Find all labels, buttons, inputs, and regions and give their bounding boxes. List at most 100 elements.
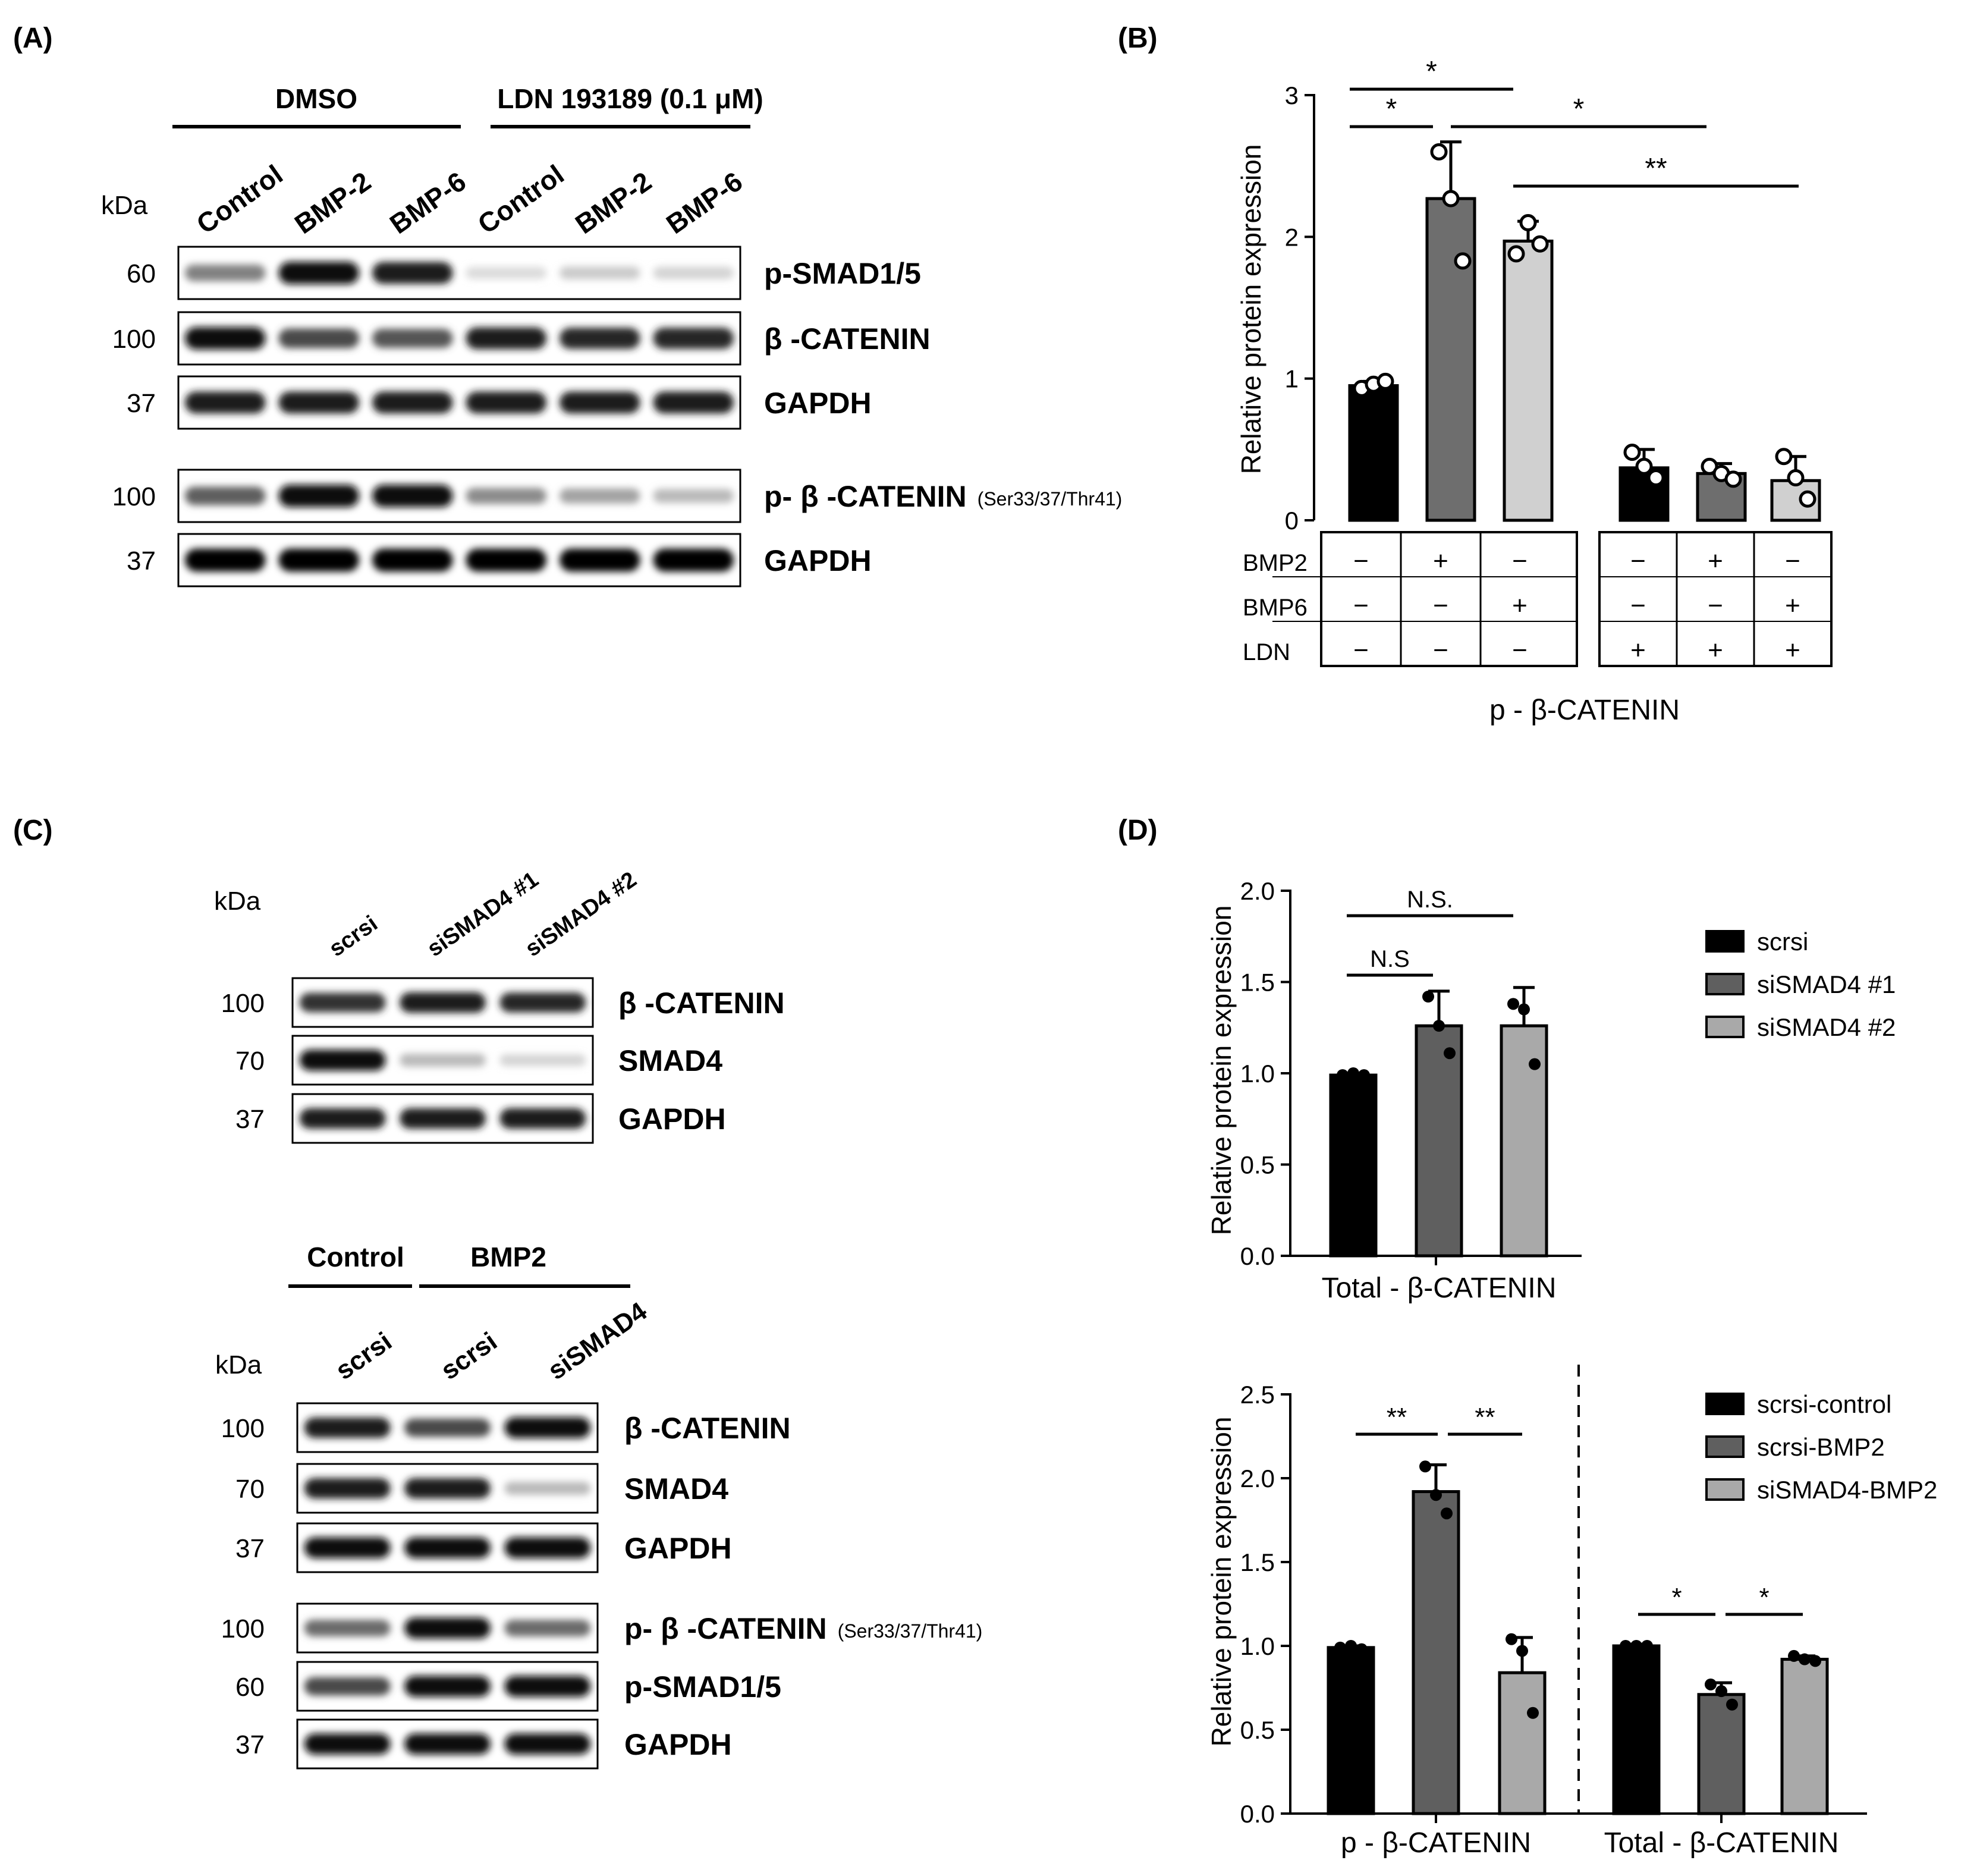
band-gapdh-lane-5 bbox=[560, 391, 640, 414]
group-label-control: Control bbox=[307, 1242, 404, 1272]
band-gapdh-lane-3 bbox=[499, 1108, 586, 1129]
band-p-catenin-lane-4 bbox=[466, 488, 546, 504]
blot-label-catenin: β -CATENIN bbox=[618, 986, 785, 1020]
band-smad4-lane-3 bbox=[499, 1054, 586, 1066]
blot-label-smad4: SMAD4 bbox=[618, 1044, 722, 1077]
legend-swatch-sismad4-1 bbox=[1705, 973, 1745, 995]
y-tick-label: 3 bbox=[1285, 81, 1299, 109]
y-tick-label: 0 bbox=[1285, 507, 1299, 535]
band-gapdh-lane-3 bbox=[504, 1733, 591, 1755]
panel-c-bottom-blots: 100 β -CATENIN 70 SMAD4 37 GAPDH 100 p- β -CATE… bbox=[221, 1402, 983, 1770]
kda-marker: 100 bbox=[221, 1414, 265, 1443]
band-gapdh-lane-3 bbox=[372, 548, 453, 572]
sig-b-4-label: ** bbox=[1645, 153, 1667, 184]
data-point bbox=[1345, 1640, 1357, 1652]
data-point bbox=[1715, 1685, 1727, 1698]
band-gapdh-lane-3 bbox=[504, 1537, 591, 1558]
lane-label-bmp-6: BMP-6 bbox=[384, 166, 472, 240]
data-point bbox=[1620, 1640, 1632, 1652]
blot-label-smad4: SMAD4 bbox=[624, 1472, 728, 1506]
sign-cell: − bbox=[1630, 591, 1646, 620]
band-gapdh-lane-6 bbox=[653, 391, 734, 414]
band-p-smad1-5-lane-2 bbox=[278, 262, 359, 284]
lane-label-bmp-2: BMP-2 bbox=[289, 166, 376, 240]
sign-cell: − bbox=[1512, 546, 1528, 576]
band-catenin-lane-2 bbox=[404, 1418, 491, 1437]
chart-d-bottom-legend: scrsi-control scrsi-BMP2 siSMAD4-BMP2 bbox=[1705, 1390, 1937, 1504]
blot-label-gapdh: GAPDH bbox=[764, 386, 872, 420]
data-point bbox=[1630, 1640, 1642, 1652]
legend-label-sismad4-1: siSMAD4 #1 bbox=[1757, 970, 1896, 998]
sign-cell: − bbox=[1630, 546, 1646, 576]
band-gapdh-lane-1 bbox=[185, 548, 266, 572]
band-gapdh-lane-2 bbox=[278, 391, 359, 414]
band-gapdh-lane-4 bbox=[466, 391, 546, 414]
sign-cell: − bbox=[1785, 546, 1800, 576]
band-smad4-lane-2 bbox=[400, 1054, 486, 1067]
band-catenin-lane-3 bbox=[499, 992, 586, 1013]
sign-cell: + bbox=[1630, 636, 1646, 665]
lane-label-control: Control bbox=[191, 159, 288, 240]
band-gapdh-lane-1 bbox=[304, 1537, 391, 1558]
data-point bbox=[1623, 444, 1641, 461]
band-p-smad1-5-lane-1 bbox=[304, 1677, 391, 1696]
kda-label-c-top: kDa bbox=[214, 887, 261, 916]
data-point bbox=[1531, 235, 1549, 253]
bar-b-1 bbox=[1348, 384, 1399, 522]
legend-swatch-scrsi-control bbox=[1705, 1393, 1745, 1415]
treatment-table: BMP2 − + − − + − BMP6 − − + − − + LDN − − − + + + bbox=[1243, 531, 1833, 667]
data-point bbox=[1705, 1678, 1717, 1690]
band-catenin-lane-4 bbox=[466, 327, 546, 350]
bar-b-3 bbox=[1503, 239, 1554, 522]
y-tick-label: 1.0 bbox=[1240, 1060, 1275, 1088]
bar-sismad4-2 bbox=[1500, 1024, 1548, 1258]
sign-cell: − bbox=[1353, 546, 1369, 576]
sign-cell: + bbox=[1433, 546, 1448, 576]
band-gapdh-lane-1 bbox=[304, 1733, 391, 1755]
chart-d-bottom-ylabel: Relative protein expression bbox=[1206, 1417, 1237, 1747]
panel-a: (A) DMSO LDN 193189 (0.1 μM) kDa Control… bbox=[13, 23, 1122, 587]
data-point bbox=[1506, 1633, 1517, 1645]
blot-frame-gapdh bbox=[177, 533, 741, 587]
blot-label-p-catenin: p- β -CATENIN bbox=[624, 1612, 827, 1645]
blot-sublabel-phospho-sites: (Ser33/37/Thr41) bbox=[838, 1620, 983, 1642]
kda-marker: 100 bbox=[112, 482, 156, 511]
lane-label-scrsi: scrsi bbox=[325, 911, 382, 961]
sign-cell: + bbox=[1785, 591, 1800, 620]
band-p-catenin-lane-3 bbox=[504, 1620, 591, 1636]
blot-frame-p-catenin bbox=[177, 469, 741, 523]
data-point bbox=[1529, 1058, 1541, 1070]
chart-d-top-legend: scrsi siSMAD4 #1 siSMAD4 #2 bbox=[1705, 928, 1896, 1041]
data-point bbox=[1724, 470, 1742, 488]
lane-label-bmp-6: BMP-6 bbox=[661, 166, 748, 240]
band-p-catenin-lane-2 bbox=[404, 1617, 491, 1639]
blot-label-gapdh: GAPDH bbox=[624, 1532, 732, 1565]
row-label-bmp2: BMP2 bbox=[1243, 550, 1308, 576]
lane-label-scrsi: scrsi bbox=[331, 1327, 397, 1385]
blot-label-gapdh: GAPDH bbox=[764, 544, 872, 577]
chart-d-top-xlabel: Total - β-CATENIN bbox=[1322, 1272, 1557, 1304]
panel-b-letter: (B) bbox=[1118, 23, 1158, 54]
band-p-catenin-lane-6 bbox=[653, 489, 734, 503]
y-tick-label: 1.5 bbox=[1240, 969, 1275, 997]
band-catenin-lane-3 bbox=[372, 329, 453, 348]
legend-label-sismad4-bmp2: siSMAD4-BMP2 bbox=[1757, 1476, 1937, 1504]
bar-scrsi-control-2 bbox=[1612, 1644, 1661, 1815]
band-catenin-lane-6 bbox=[653, 328, 734, 349]
panel-a-letter: (A) bbox=[13, 23, 53, 54]
data-point bbox=[1519, 214, 1537, 231]
kda-marker: 37 bbox=[127, 389, 156, 418]
y-tick-label: 2 bbox=[1285, 223, 1299, 251]
y-tick-label: 2.5 bbox=[1240, 1381, 1275, 1409]
legend-label-sismad4-2: siSMAD4 #2 bbox=[1757, 1013, 1896, 1041]
sign-cell: − bbox=[1353, 591, 1369, 620]
kda-marker: 37 bbox=[127, 546, 156, 576]
bar-b-2 bbox=[1425, 197, 1476, 522]
band-smad4-lane-3 bbox=[504, 1482, 591, 1495]
bar-sismad4-bmp2-1 bbox=[1498, 1671, 1547, 1815]
kda-marker: 60 bbox=[127, 259, 156, 288]
y-tick-label: 2.0 bbox=[1240, 877, 1275, 905]
kda-label-c-bottom: kDa bbox=[215, 1350, 262, 1379]
